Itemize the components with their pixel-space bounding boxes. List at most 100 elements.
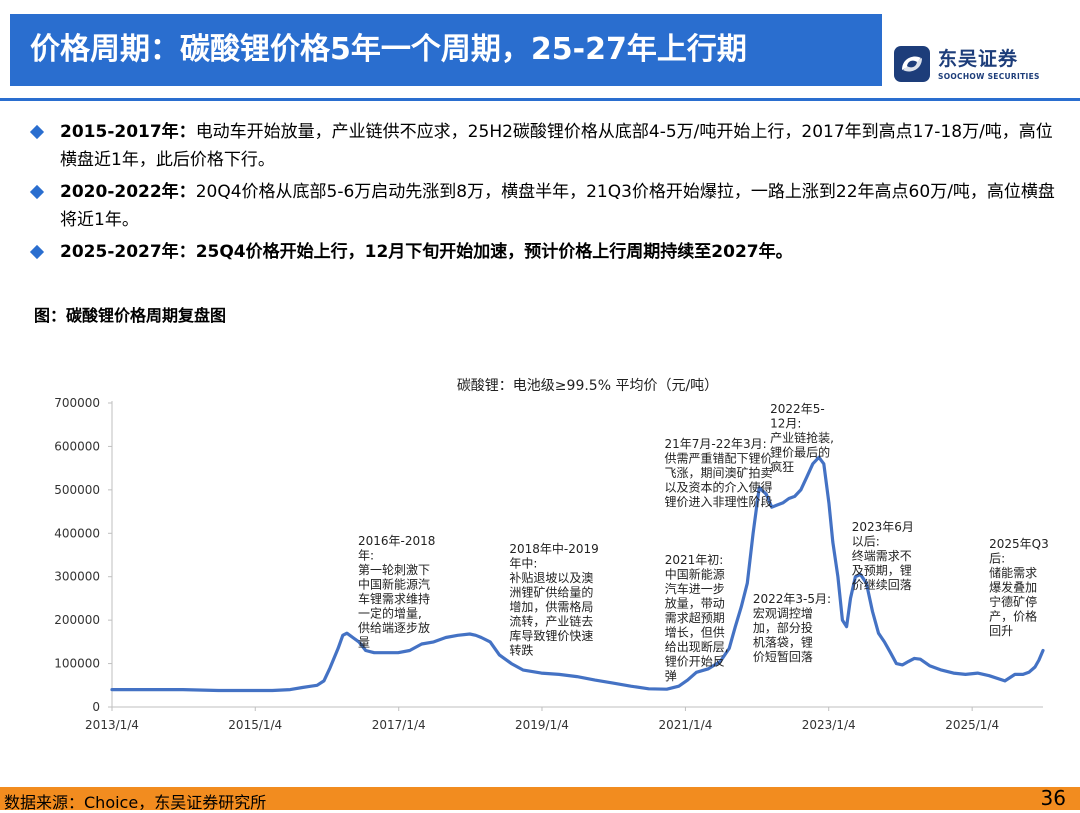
annotation-line: 2022年5- bbox=[770, 402, 825, 416]
lithium-price-chart: 碳酸锂：电池级≥99.5% 平均价（元/吨） 0 100000 200000 30000… bbox=[54, 378, 1049, 732]
bullet-item: 2020-2022年：20Q4价格从底部5-6万启动先涨到8万，横盘半年，21Q… bbox=[28, 178, 1058, 234]
x-tick-label: 2023/1/4 bbox=[802, 718, 856, 732]
annotation-line: 加，部分投 bbox=[753, 620, 813, 635]
annotation-line: 量 bbox=[358, 636, 370, 650]
annotation-line: 第一轮刺激下 bbox=[358, 563, 430, 577]
brand-name-en: SOOCHOW SECURITIES bbox=[938, 72, 1040, 81]
annotation-line: 宁德矿停 bbox=[989, 594, 1037, 609]
annotation-line: 飞涨，期间澳矿拍卖 bbox=[665, 465, 773, 480]
page-number: 36 bbox=[1040, 786, 1066, 810]
annotation-line: 库导致锂价快速 bbox=[509, 628, 593, 643]
annotation-line: 放量，带动 bbox=[665, 596, 725, 611]
diamond-bullet-icon bbox=[29, 184, 45, 200]
brand-name-cn: 东吴证券 bbox=[938, 48, 1019, 70]
annotation-line: 2021年初: bbox=[665, 553, 724, 567]
x-tick-label: 2015/1/4 bbox=[228, 718, 282, 732]
diamond-bullet-icon bbox=[29, 244, 45, 260]
x-tick-label: 2013/1/4 bbox=[85, 718, 139, 732]
annotation-line: 产，价格 bbox=[989, 609, 1037, 624]
annotation-line: 转跌 bbox=[509, 643, 533, 658]
x-tick-label: 2017/1/4 bbox=[372, 718, 426, 732]
chart-title: 碳酸锂：电池级≥99.5% 平均价（元/吨） bbox=[457, 378, 718, 394]
data-source: 数据来源：Choice，东吴证券研究所 bbox=[4, 793, 267, 812]
bullet-list: 2015-2017年：电动车开始放量，产业链供不应求，25H2碳酸锂价格从底部4… bbox=[28, 118, 1058, 270]
chart-annotation: 2025年Q3 后:储能需求爆发叠加宁德矿停产，价格回升 bbox=[989, 537, 1049, 638]
annotation-line: 车锂需求维持 bbox=[358, 591, 430, 606]
chart-annotation: 21年7月-22年3月:供需严重错配下锂价飞涨，期间澳矿拍卖以及资本的介入使得锂… bbox=[665, 437, 773, 509]
brand-logo: 东吴证券 SOOCHOW SECURITIES bbox=[890, 40, 1070, 90]
annotation-line: 年: bbox=[358, 549, 374, 563]
soochow-logo-icon bbox=[894, 46, 930, 82]
annotation-line: 12月: bbox=[770, 417, 801, 431]
annotation-line: 2018年中-2019 bbox=[509, 541, 598, 556]
annotation-line: 流转，产业链去 bbox=[509, 614, 593, 629]
annotation-line: 21年7月-22年3月: bbox=[665, 437, 767, 451]
annotation-line: 增加，供需格局 bbox=[509, 599, 593, 614]
annotation-line: 中国新能源汽 bbox=[358, 577, 430, 592]
annotation-line: 以后: bbox=[852, 535, 880, 549]
annotation-line: 以及资本的介入使得 bbox=[665, 480, 773, 495]
chart-annotation: 2022年3-5月:宏观调控增加，部分投机落袋，锂价短暂回落 bbox=[753, 592, 831, 664]
x-tick-label: 2021/1/4 bbox=[658, 718, 712, 732]
y-tick-label: 600000 bbox=[54, 439, 100, 453]
annotation-line: 中国新能源 bbox=[665, 567, 725, 582]
y-tick-label: 500000 bbox=[54, 483, 100, 497]
chart-annotation: 2022年5-12月:产业链抢装,锂价最后的疯狂 bbox=[770, 402, 834, 474]
bullet-item: 2015-2017年：电动车开始放量，产业链供不应求，25H2碳酸锂价格从底部4… bbox=[28, 118, 1058, 174]
annotation-line: 增长，但供 bbox=[665, 626, 725, 640]
chart-annotation: 2016年-2018 年:第一轮刺激下中国新能源汽车锂需求维持一定的增量,供给端逐… bbox=[358, 534, 435, 650]
annotation-line: 给出现断层, bbox=[665, 639, 729, 654]
bullet-heading: 2020-2022年： bbox=[60, 182, 196, 202]
annotation-line: 回升 bbox=[989, 624, 1013, 638]
annotation-line: 年中: bbox=[509, 556, 537, 571]
annotation-line: 锂价进入非理性阶段 bbox=[665, 494, 773, 509]
title-bar: 价格周期：碳酸锂价格5年一个周期，25-27年上行期 bbox=[10, 14, 882, 86]
annotation-line: 锂价开始反 bbox=[665, 654, 725, 669]
annotation-line: 2023年6月 bbox=[852, 520, 914, 534]
annotation-line: 供需严重错配下锂价 bbox=[665, 451, 773, 466]
chart-annotation: 2021年初:中国新能源汽车进一步放量，带动需求超预期增长，但供给出现断层,锂价… bbox=[665, 553, 729, 683]
annotation-line: 2025年Q3 bbox=[989, 537, 1049, 551]
page-title: 价格周期：碳酸锂价格5年一个周期，25-27年上行期 bbox=[30, 32, 747, 67]
chart-annotation: 2023年6月以后:终端需求不及预期，锂价继续回落 bbox=[852, 520, 914, 592]
annotation-line: 需求超预期 bbox=[665, 610, 725, 625]
annotation-line: 锂价最后的 bbox=[770, 445, 830, 460]
diamond-bullet-icon bbox=[29, 124, 45, 140]
annotation-line: 后: bbox=[989, 552, 1005, 566]
annotation-line: 弹 bbox=[665, 669, 677, 683]
figure-caption: 图：碳酸锂价格周期复盘图 bbox=[34, 306, 227, 325]
bullet-heading: 2025-2027年： bbox=[60, 242, 196, 262]
annotation-line: 爆发叠加 bbox=[989, 580, 1037, 595]
annotation-line: 宏观调控增 bbox=[753, 606, 813, 621]
bullet-text: 电动车开始放量，产业链供不应求，25H2碳酸锂价格从底部4-5万/吨开始上行，2… bbox=[60, 122, 1053, 170]
annotation-line: 2022年3-5月: bbox=[753, 592, 831, 606]
annotation-line: 机落袋，锂 bbox=[753, 635, 813, 650]
annotation-line: 洲锂矿供给量的 bbox=[509, 585, 593, 600]
y-tick-label: 100000 bbox=[54, 657, 100, 671]
annotation-line: 及预期，锂 bbox=[852, 563, 912, 578]
y-tick-label: 700000 bbox=[54, 396, 100, 410]
chart-annotation: 2018年中-2019 年中:补贴退坡以及澳洲锂矿供给量的增加，供需格局流转，产业… bbox=[509, 541, 598, 658]
bullet-item: 2025-2027年：25Q4价格开始上行，12月下旬开始加速，预计价格上行周期… bbox=[28, 238, 1058, 266]
y-tick-label: 400000 bbox=[54, 526, 100, 540]
bullet-text: 20Q4价格从底部5-6万启动先涨到8万，横盘半年，21Q3价格开始爆拉，一路上… bbox=[60, 182, 1055, 230]
header-divider bbox=[0, 98, 1080, 101]
annotation-line: 一定的增量, bbox=[358, 606, 422, 621]
annotation-line: 产业链抢装, bbox=[770, 430, 834, 445]
annotation-line: 汽车进一步 bbox=[665, 581, 725, 596]
annotation-line: 储能需求 bbox=[989, 565, 1037, 580]
annotation-line: 供给端逐步放 bbox=[358, 620, 430, 635]
footer-bar bbox=[0, 787, 1080, 810]
annotation-line: 终端需求不 bbox=[852, 548, 912, 563]
annotation-line: 补贴退坡以及澳 bbox=[509, 571, 593, 585]
y-tick-label: 0 bbox=[92, 700, 100, 714]
x-tick-label: 2019/1/4 bbox=[515, 718, 569, 732]
bullet-text: 25Q4价格开始上行，12月下旬开始加速，预计价格上行周期持续至2027年。 bbox=[195, 242, 793, 262]
y-tick-label: 300000 bbox=[54, 570, 100, 584]
annotation-line: 价继续回落 bbox=[852, 578, 912, 592]
y-tick-label: 200000 bbox=[54, 613, 100, 627]
bullet-heading: 2015-2017年： bbox=[60, 122, 196, 142]
annotation-line: 价短暂回落 bbox=[753, 650, 813, 664]
x-tick-label: 2025/1/4 bbox=[945, 718, 999, 732]
annotation-line: 疯狂 bbox=[770, 459, 794, 474]
